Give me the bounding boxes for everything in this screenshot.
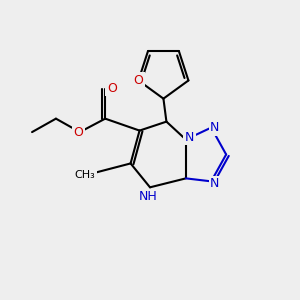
Text: O: O [74, 126, 83, 139]
Text: O: O [134, 74, 143, 87]
Text: CH₃: CH₃ [74, 170, 95, 180]
Text: N: N [210, 121, 220, 134]
Text: N: N [210, 177, 220, 190]
Text: NH: NH [139, 190, 158, 203]
Text: N: N [185, 131, 194, 144]
Text: O: O [107, 82, 117, 95]
